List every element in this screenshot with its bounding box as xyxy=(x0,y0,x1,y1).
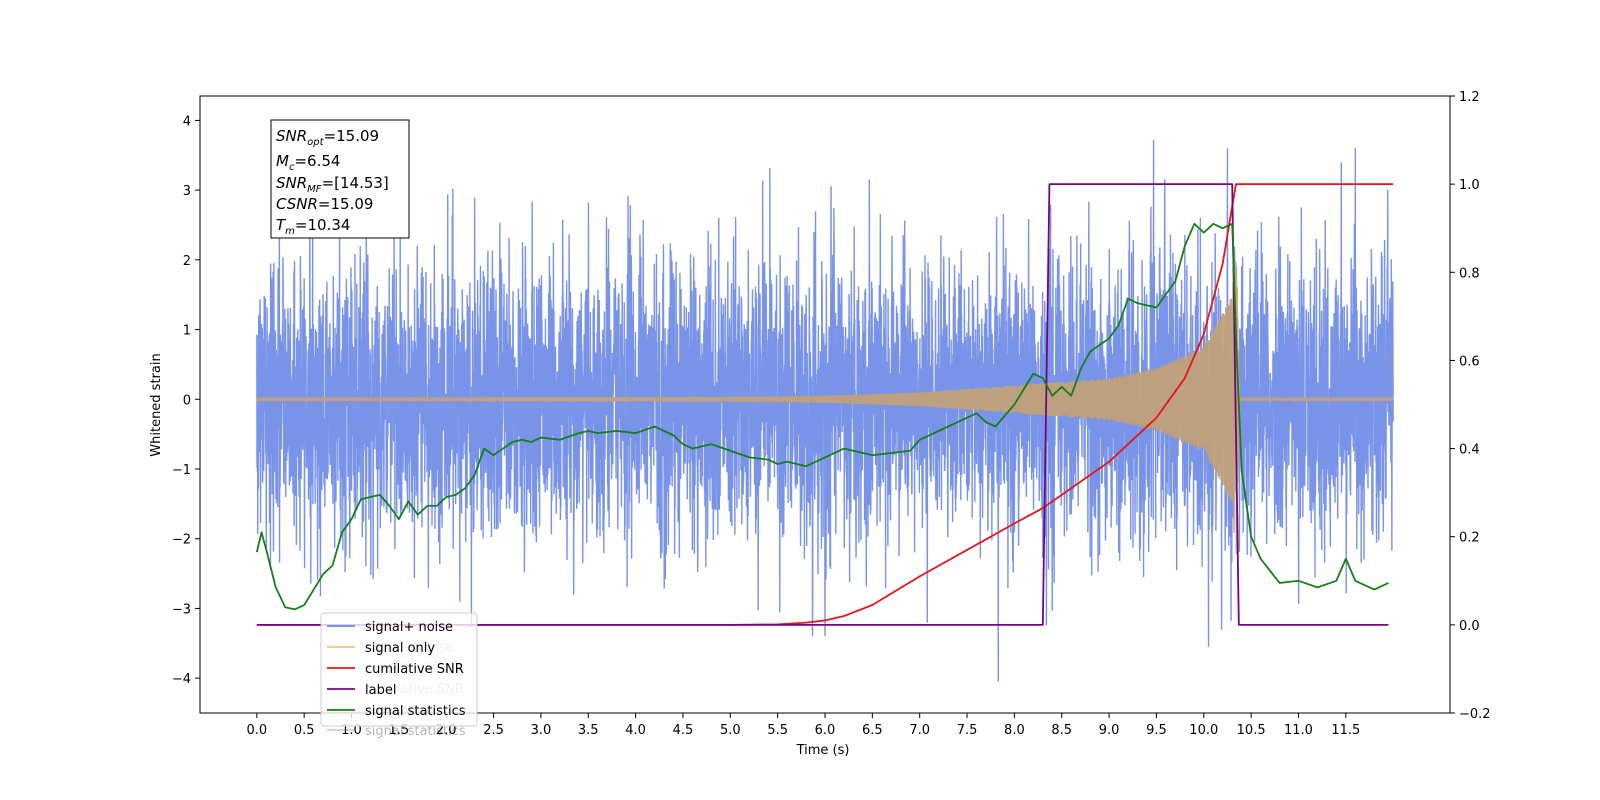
x-tick-label: 9.5 xyxy=(1146,723,1167,738)
x-tick-label: 10.5 xyxy=(1237,723,1266,738)
legend-entry-label: signal+ noise xyxy=(365,620,453,635)
y-left-tick-label: −1 xyxy=(172,463,191,478)
x-tick-label: 3.0 xyxy=(531,723,552,738)
y-left-tick-label: 4 xyxy=(183,114,191,129)
y-axis-left-title: Whitened strain xyxy=(149,353,164,456)
info-box-frame xyxy=(270,119,410,239)
series-cumulative-snr-line xyxy=(256,183,1394,626)
x-tick-label: 7.0 xyxy=(909,723,930,738)
info-snr-opt: SNRopt=15.09 xyxy=(276,127,379,148)
x-tick-label: 1.0 xyxy=(341,723,362,738)
x-axis-title: Time (s) xyxy=(796,743,850,758)
x-tick-label: 9.0 xyxy=(1099,723,1120,738)
x-tick-label: 6.5 xyxy=(862,723,883,738)
y-right-tick-label: 1.2 xyxy=(1459,90,1480,105)
y-right-tick-label: 0.2 xyxy=(1459,531,1480,546)
y-right-tick-label: 0.4 xyxy=(1459,443,1480,458)
legend-frame xyxy=(320,612,478,727)
y-right-tick-label: 1.0 xyxy=(1459,178,1480,193)
y-left-tick-label: 3 xyxy=(183,184,191,199)
x-tick-label: 8.0 xyxy=(1004,723,1025,738)
x-tick-label: 0.5 xyxy=(294,723,315,738)
y-left-tick-label: −2 xyxy=(172,533,191,548)
legend-ghost-entry-label: signal statistics xyxy=(365,724,466,739)
x-tick-label: 0.0 xyxy=(246,723,267,738)
x-tick-label: 2.5 xyxy=(483,723,504,738)
x-tick-label: 4.0 xyxy=(625,723,646,738)
y-axis-left: −4 −3 −2 −1 0 1 2 3 4 xyxy=(172,114,200,687)
info-tm: Tm=10.34 xyxy=(276,216,350,237)
x-tick-label: 11.5 xyxy=(1331,723,1360,738)
series-signal-only-line xyxy=(256,261,1394,555)
y-right-tick-label: 0.6 xyxy=(1459,354,1480,369)
y-right-tick-label: 0.0 xyxy=(1459,619,1480,634)
y-left-tick-label: −3 xyxy=(172,602,191,617)
x-tick-label: 2.0 xyxy=(436,723,457,738)
info-csnr: CSNR=15.09 xyxy=(276,195,373,213)
x-tick-label: 11.0 xyxy=(1284,723,1313,738)
legend-entry-label: label xyxy=(365,683,396,698)
series-label-line xyxy=(256,183,1389,626)
y-left-tick-label: 0 xyxy=(183,393,191,408)
x-tick-label: 8.5 xyxy=(1051,723,1072,738)
series-signal-statistics-line xyxy=(255,222,1389,611)
info-snr-mf: SNRMF=[14.53] xyxy=(276,174,389,195)
parameter-info-box: SNRopt=15.09 Mc=6.54 SNRMF=[14.53] CSNR=… xyxy=(270,119,410,239)
legend-entry-label: signal only xyxy=(365,641,435,656)
y-left-tick-label: −4 xyxy=(172,672,191,687)
x-tick-label: 5.0 xyxy=(720,723,741,738)
x-tick-label: 10.0 xyxy=(1189,723,1218,738)
x-tick-label: 3.5 xyxy=(578,723,599,738)
x-tick-label: 6.0 xyxy=(815,723,836,738)
x-tick-label: 7.5 xyxy=(957,723,978,738)
y-right-tick-label: 0.8 xyxy=(1459,266,1480,281)
y-left-tick-label: 2 xyxy=(183,254,191,269)
y-left-tick-label: 1 xyxy=(183,324,191,339)
x-tick-label: 1.5 xyxy=(389,723,410,738)
x-axis: 0.0 0.5 1.0 1.5 2.0 2.5 3.0 3.5 4.0 4.5 5.0 5.5 6.0 6… xyxy=(246,713,1360,738)
info-mc: Mc=6.54 xyxy=(276,152,340,173)
y-right-tick-label: −0.2 xyxy=(1459,707,1491,722)
y-axis-right: −0.2 0.0 0.2 0.4 0.6 0.8 1.0 1.2 xyxy=(1450,90,1491,722)
legend-entry-label: cumilative SNR xyxy=(365,662,464,677)
legend-entry-label: signal statistics xyxy=(365,704,466,719)
plot-data-layer xyxy=(255,139,1394,682)
x-tick-label: 5.5 xyxy=(767,723,788,738)
legend: signal+ noise signal only cumilative SNR la… xyxy=(320,612,478,727)
x-tick-label: 4.5 xyxy=(673,723,694,738)
